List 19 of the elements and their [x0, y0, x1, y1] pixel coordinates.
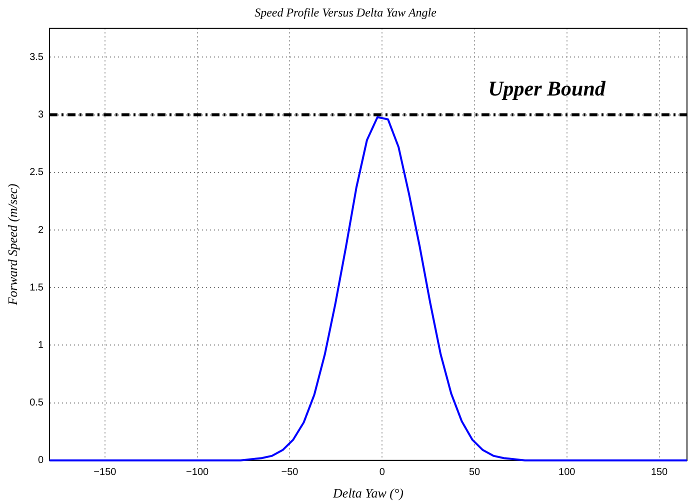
y-tick-label: 2 [38, 224, 44, 236]
chart-title: Speed Profile Versus Delta Yaw Angle [254, 5, 438, 20]
x-tick-label: 100 [558, 467, 576, 478]
y-tick-label: 3.5 [30, 52, 44, 63]
y-axis-title: Forward Speed (m/sec) [5, 184, 20, 306]
x-axis-title: Delta Yaw (°) [332, 486, 404, 501]
x-tick-label: 150 [650, 467, 668, 478]
y-tick-label: 0 [38, 455, 44, 466]
x-tick-label: −50 [281, 467, 299, 478]
y-tick-label: 3 [38, 110, 44, 121]
y-tick-label: 1 [38, 340, 44, 351]
y-tick-label: 2.5 [30, 167, 44, 178]
x-tick-label: −150 [94, 467, 117, 478]
x-tick-label: 50 [468, 467, 480, 478]
y-tick-label: 1.5 [30, 282, 44, 294]
ref-line-label: Upper Bound [488, 76, 606, 101]
x-tick-label: 0 [379, 467, 386, 478]
x-tick-label: −100 [186, 467, 210, 478]
y-tick-label: 0.5 [30, 398, 44, 409]
